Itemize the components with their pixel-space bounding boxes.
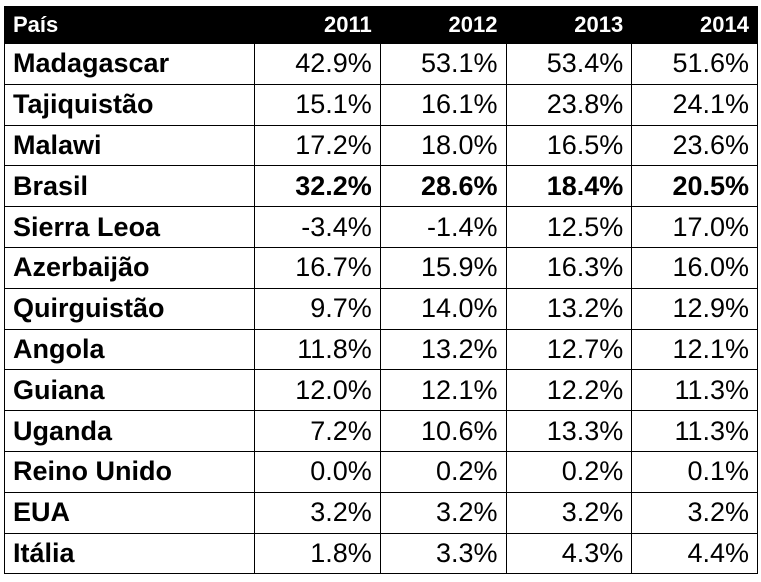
country-cell: Madagascar [4, 43, 255, 85]
value-cell-2012: 53.1% [379, 43, 507, 85]
table-header: País 2011 2012 2013 2014 [4, 6, 758, 44]
table-row: Tajiquistão 15.1% 16.1% 23.8% 24.1% [4, 83, 758, 126]
value-cell-2012: 13.2% [379, 328, 507, 371]
column-header-country: País [4, 6, 255, 44]
value-cell-2013: 13.2% [505, 287, 633, 330]
value-cell-2012: 12.1% [379, 369, 507, 412]
value-cell-2012: 3.2% [379, 491, 507, 534]
table-row: Itália 1.8% 3.3% 4.3% 4.4% [4, 532, 758, 575]
value-cell-2011: 0.0% [254, 450, 381, 493]
value-cell-2011: 9.7% [254, 287, 381, 330]
country-cell: EUA [4, 491, 255, 534]
data-table-container: País 2011 2012 2013 2014 Madagascar 42.9%… [4, 6, 758, 575]
data-table: País 2011 2012 2013 2014 Madagascar 42.9%… [4, 6, 758, 575]
country-cell: Tajiquistão [4, 83, 255, 126]
value-cell-2013: 12.7% [505, 328, 633, 371]
value-cell-2012: 16.1% [379, 83, 507, 126]
value-cell-2014: 3.2% [631, 491, 758, 534]
column-header-2012: 2012 [379, 6, 507, 44]
table-row: Sierra Leoa -3.4% -1.4% 12.5% 17.0% [4, 206, 758, 248]
value-cell-2011: 1.8% [254, 532, 381, 575]
value-cell-2012: 28.6% [379, 165, 507, 208]
value-cell-2012: 10.6% [379, 410, 507, 452]
country-cell: Uganda [4, 410, 255, 452]
value-cell-2012: 15.9% [379, 246, 507, 289]
value-cell-2012: 14.0% [379, 287, 507, 330]
value-cell-2011: 12.0% [254, 369, 381, 412]
table-row: EUA 3.2% 3.2% 3.2% 3.2% [4, 491, 758, 534]
header-row: País 2011 2012 2013 2014 [4, 6, 758, 44]
country-cell: Brasil [4, 165, 255, 208]
column-header-2013: 2013 [505, 6, 633, 44]
value-cell-2011: -3.4% [254, 206, 381, 248]
value-cell-2013: 23.8% [505, 83, 633, 126]
value-cell-2011: 16.7% [254, 246, 381, 289]
value-cell-2014: 23.6% [631, 124, 758, 167]
value-cell-2014: 12.1% [631, 328, 758, 371]
value-cell-2013: 0.2% [505, 450, 633, 493]
table-row: Malawi 17.2% 18.0% 16.5% 23.6% [4, 124, 758, 167]
value-cell-2013: 12.5% [505, 206, 633, 248]
value-cell-2012: 0.2% [379, 450, 507, 493]
table-row: Angola 11.8% 13.2% 12.7% 12.1% [4, 328, 758, 371]
value-cell-2014: 11.3% [631, 410, 758, 452]
value-cell-2011: 42.9% [254, 43, 381, 85]
value-cell-2013: 12.2% [505, 369, 633, 412]
country-cell: Angola [4, 328, 255, 371]
table-row: Azerbaijão 16.7% 15.9% 16.3% 16.0% [4, 246, 758, 289]
value-cell-2014: 24.1% [631, 83, 758, 126]
country-cell: Azerbaijão [4, 246, 255, 289]
value-cell-2013: 13.3% [505, 410, 633, 452]
value-cell-2011: 15.1% [254, 83, 381, 126]
value-cell-2014: 11.3% [631, 369, 758, 412]
table-row: Brasil 32.2% 28.6% 18.4% 20.5% [4, 165, 758, 208]
value-cell-2013: 16.3% [505, 246, 633, 289]
value-cell-2011: 3.2% [254, 491, 381, 534]
value-cell-2012: 18.0% [379, 124, 507, 167]
value-cell-2011: 17.2% [254, 124, 381, 167]
value-cell-2012: 3.3% [379, 532, 507, 575]
value-cell-2014: 0.1% [631, 450, 758, 493]
value-cell-2012: -1.4% [379, 206, 507, 248]
table-row: Guiana 12.0% 12.1% 12.2% 11.3% [4, 369, 758, 412]
value-cell-2014: 12.9% [631, 287, 758, 330]
value-cell-2013: 18.4% [505, 165, 633, 208]
value-cell-2011: 11.8% [254, 328, 381, 371]
table-row: Quirguistão 9.7% 14.0% 13.2% 12.9% [4, 287, 758, 330]
value-cell-2014: 20.5% [631, 165, 758, 208]
country-cell: Guiana [4, 369, 255, 412]
country-cell: Malawi [4, 124, 255, 167]
country-cell: Reino Unido [4, 450, 255, 493]
value-cell-2013: 3.2% [505, 491, 633, 534]
value-cell-2011: 32.2% [254, 165, 381, 208]
country-cell: Quirguistão [4, 287, 255, 330]
value-cell-2013: 16.5% [505, 124, 633, 167]
value-cell-2013: 4.3% [505, 532, 633, 575]
value-cell-2014: 16.0% [631, 246, 758, 289]
country-cell: Sierra Leoa [4, 206, 255, 248]
column-header-2011: 2011 [254, 6, 381, 44]
column-header-2014: 2014 [631, 6, 758, 44]
value-cell-2014: 51.6% [631, 43, 758, 85]
value-cell-2014: 17.0% [631, 206, 758, 248]
country-cell: Itália [4, 532, 255, 575]
table-body: Madagascar 42.9% 53.1% 53.4% 51.6% Tajiquistã… [4, 43, 758, 575]
value-cell-2014: 4.4% [631, 532, 758, 575]
table-row: Uganda 7.2% 10.6% 13.3% 11.3% [4, 410, 758, 452]
table-row: Reino Unido 0.0% 0.2% 0.2% 0.1% [4, 450, 758, 493]
table-row: Madagascar 42.9% 53.1% 53.4% 51.6% [4, 43, 758, 85]
value-cell-2013: 53.4% [505, 43, 633, 85]
value-cell-2011: 7.2% [254, 410, 381, 452]
